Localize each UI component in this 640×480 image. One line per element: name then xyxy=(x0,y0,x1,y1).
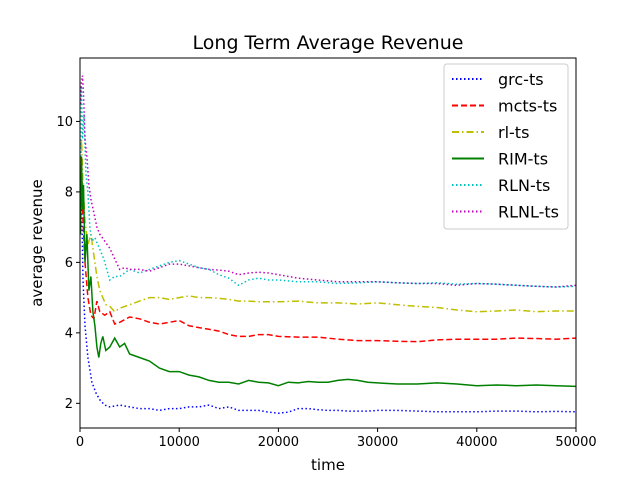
y-tick-label: 4 xyxy=(65,326,73,341)
legend-label-grc-ts: grc-ts xyxy=(498,70,544,89)
series-line-mcts-ts xyxy=(80,163,576,343)
series-line-RLNL-ts xyxy=(80,75,576,288)
series-line-rl-ts xyxy=(80,138,576,313)
legend-label-mcts-ts: mcts-ts xyxy=(498,97,557,116)
y-tick-label: 2 xyxy=(65,397,73,412)
plot-frame xyxy=(79,57,577,429)
legend-entries: grc-ts mcts-ts rl-ts RIM-ts RLN-ts RLNL-ts xyxy=(452,70,559,222)
legend-label-RIM-ts: RIM-ts xyxy=(498,150,548,169)
y-tick-label: 10 xyxy=(56,115,73,130)
legend-label-RLNL-ts: RLNL-ts xyxy=(498,203,559,222)
x-tick-label: 40000 xyxy=(456,435,497,450)
y-axis-label: average revenue xyxy=(28,179,46,307)
x-axis-ticks: 0 10000 20000 30000 40000 50000 xyxy=(76,428,597,450)
plot-series-group xyxy=(80,75,576,414)
x-tick-label: 50000 xyxy=(555,435,596,450)
x-tick-label: 20000 xyxy=(258,435,299,450)
legend-label-rl-ts: rl-ts xyxy=(498,123,529,142)
x-tick-label: 30000 xyxy=(357,435,398,450)
legend-label-RLN-ts: RLN-ts xyxy=(498,176,550,195)
x-tick-label: 10000 xyxy=(159,435,200,450)
series-line-grc-ts xyxy=(80,191,576,414)
y-tick-label: 6 xyxy=(65,256,73,271)
y-axis-ticks: 2 4 6 8 10 xyxy=(56,115,80,412)
y-tick-label: 8 xyxy=(65,185,73,200)
x-tick-label: 0 xyxy=(76,435,84,450)
chart-title: Long Term Average Revenue xyxy=(193,32,464,54)
series-line-RIM-ts xyxy=(80,156,576,388)
legend: grc-ts mcts-ts rl-ts RIM-ts RLN-ts RLNL-ts xyxy=(443,63,569,230)
x-axis-label: time xyxy=(311,456,345,474)
series-line-RLN-ts xyxy=(80,86,576,288)
